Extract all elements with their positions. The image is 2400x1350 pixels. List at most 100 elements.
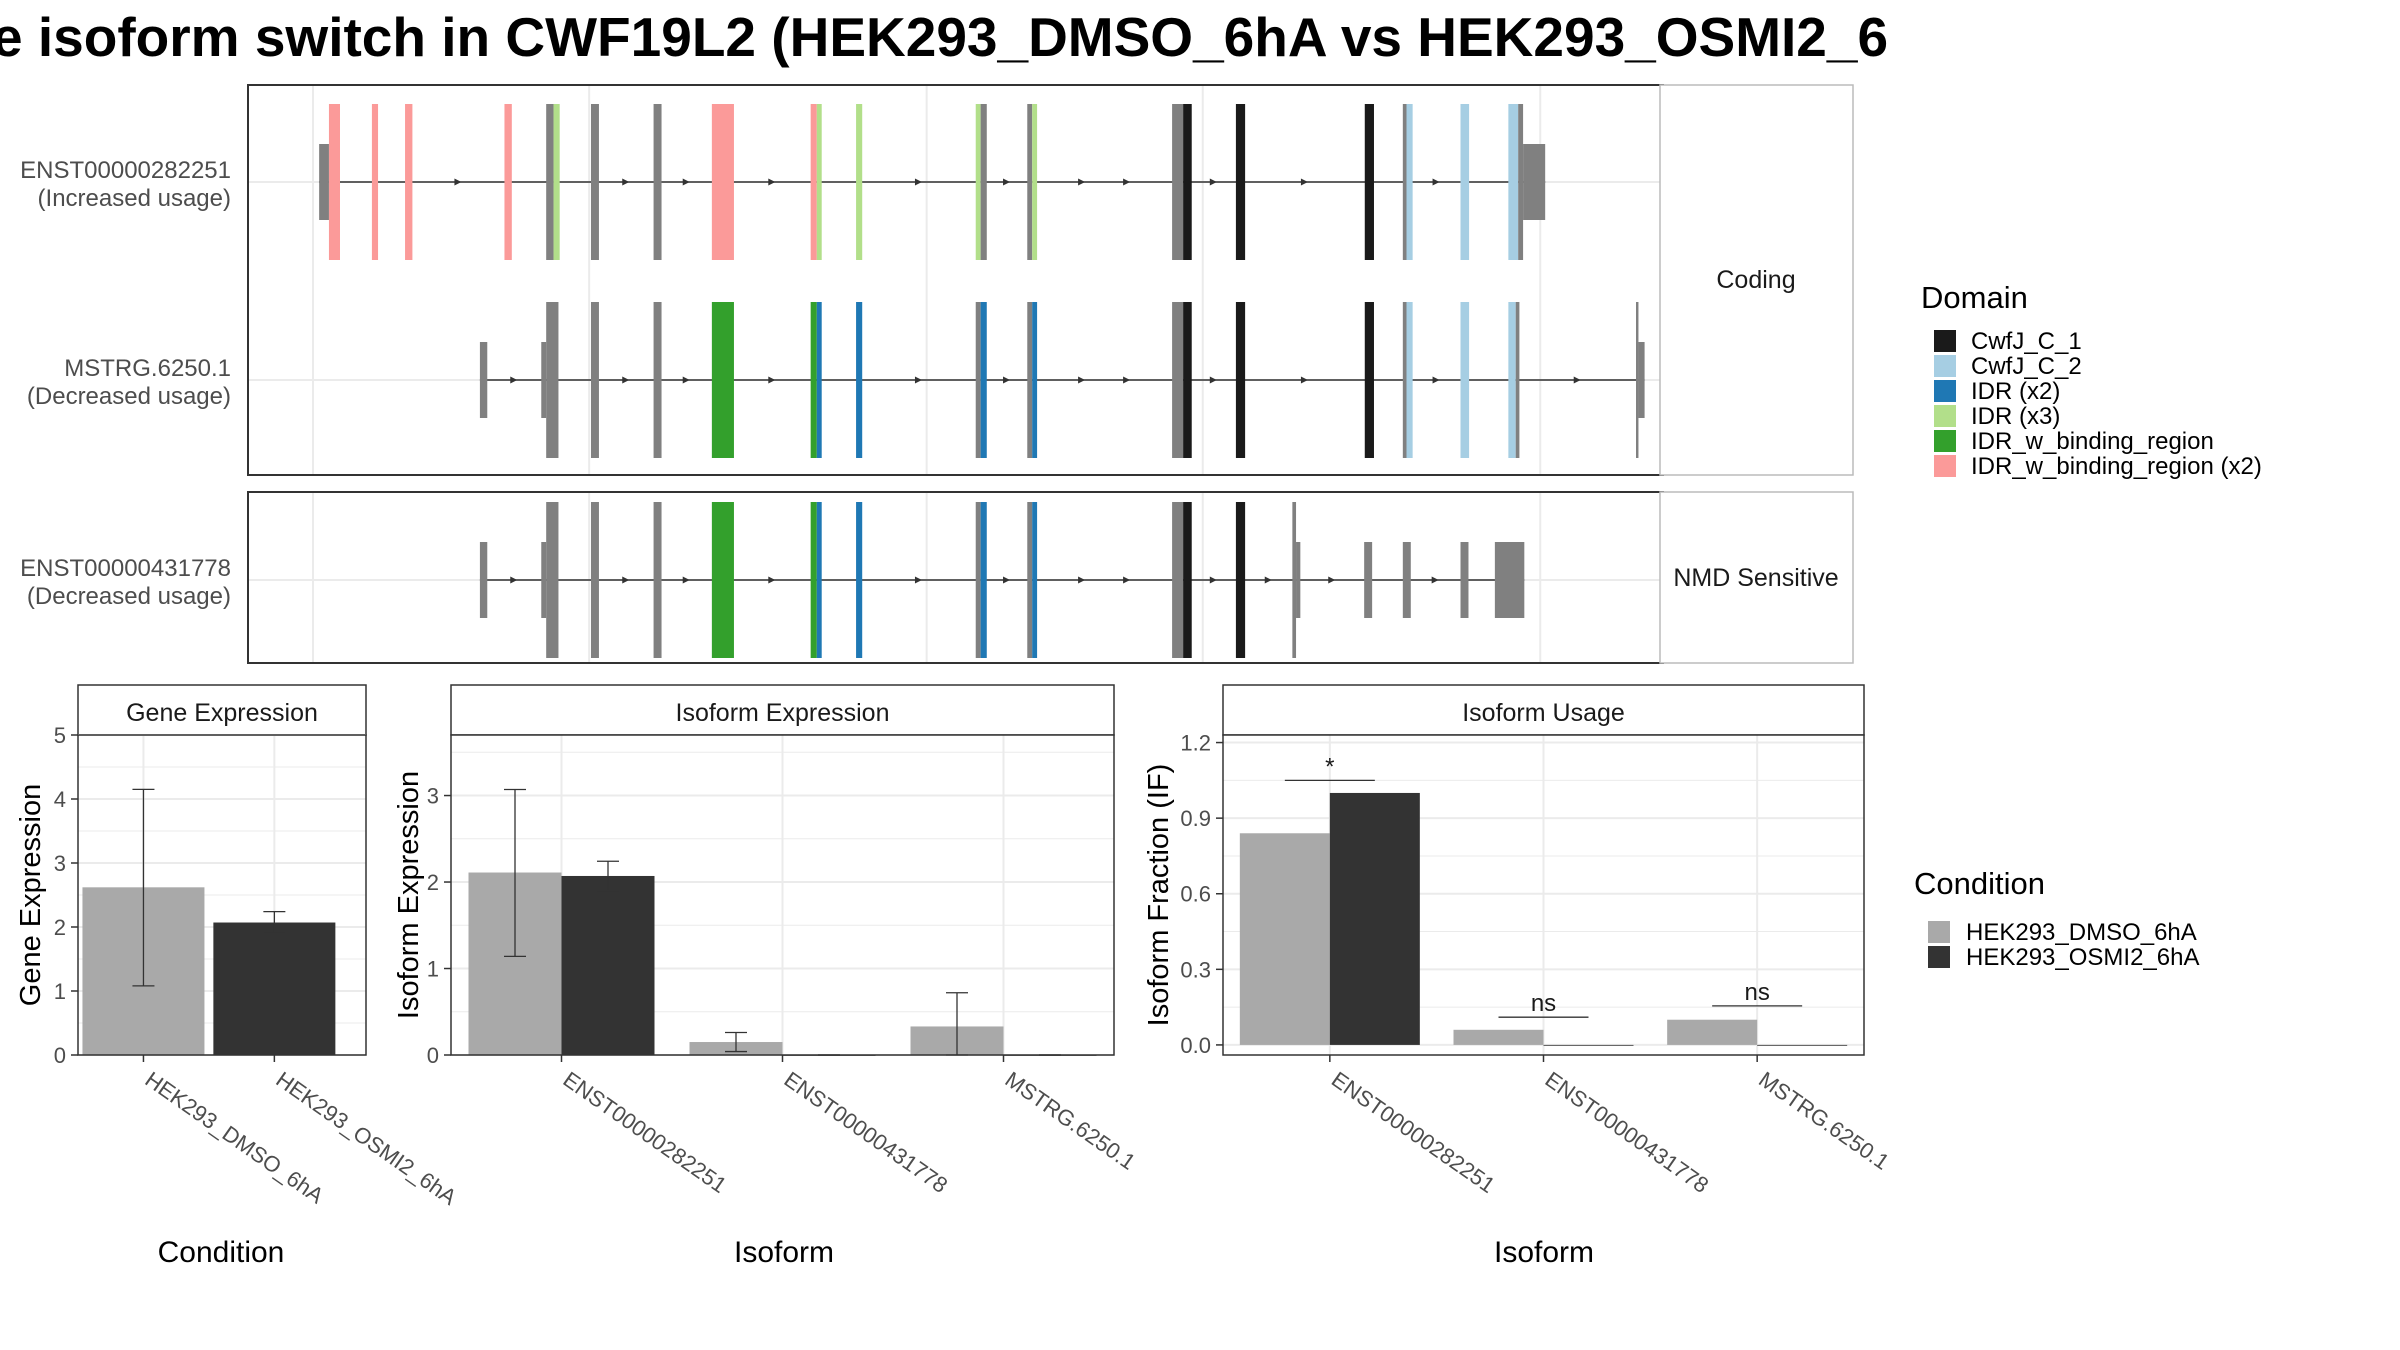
exon-domain-cwfj-c-1 — [1364, 104, 1374, 260]
exon-block — [319, 144, 329, 220]
legend-label-idr-x3: IDR (x3) — [1971, 403, 2060, 430]
exon-domain-idr-w-binding-region-x2 — [328, 104, 340, 260]
y-tick-label: 0.6 — [1180, 882, 1211, 907]
intron-direction-arrow — [1300, 178, 1308, 186]
significance-label: ns — [1531, 990, 1556, 1017]
exon-domain-idr-x2 — [1032, 302, 1038, 458]
exon-domain-idr-w-binding-region-x2 — [504, 104, 512, 260]
x-tick-label: ENST00000282251 — [559, 1067, 732, 1198]
intron-direction-arrow — [622, 178, 630, 186]
y-tick-label: 0.9 — [1180, 806, 1211, 831]
y-axis-title: Gene Expression — [15, 784, 47, 1006]
exon-block — [541, 542, 547, 618]
bar-hek293-osmi2-6ha-hek293-osmi2-6ha — [213, 922, 336, 1055]
y-tick-label: 1 — [54, 979, 66, 1004]
exon-domain-cwfj-c-2 — [1406, 302, 1413, 458]
coding-strip — [1659, 84, 1854, 476]
legend-label-hek293-dmso-6ha: HEK293_DMSO_6hA — [1966, 919, 2197, 946]
exon-domain-cwfj-c-1 — [1364, 302, 1374, 458]
exon-domain-cwfj-c-2 — [1406, 104, 1413, 260]
exon-domain-cwfj-c-1 — [1183, 104, 1192, 260]
bar-hek293-osmi2-6ha-mstrg-6250-1 — [1757, 1044, 1848, 1046]
y-tick-label: 0 — [54, 1043, 66, 1068]
intron-direction-arrow — [1209, 376, 1217, 384]
exon-domain-idr-w-binding-region-x2 — [371, 104, 379, 260]
exon-block — [1292, 502, 1297, 658]
exon-domain-idr-w-binding-region — [711, 502, 734, 658]
legend-key-cwfj-c-2 — [1934, 355, 1956, 377]
intron-direction-arrow — [1328, 576, 1336, 584]
legend-key-hek293-osmi2-6ha — [1928, 946, 1950, 968]
exon-domain-idr-w-binding-region-x2 — [810, 104, 817, 260]
chart-panel-border — [1222, 734, 1865, 1056]
intron-direction-arrow — [454, 178, 462, 186]
exon-domain-idr-x2 — [816, 502, 822, 658]
transcript-usage-label: (Decreased usage) — [27, 583, 231, 610]
condition-legend-title: Condition — [1914, 866, 2045, 901]
exon-block — [1636, 302, 1639, 458]
significance-label: ns — [1744, 979, 1769, 1006]
exon-block — [1172, 104, 1184, 260]
intron-direction-arrow — [682, 376, 690, 384]
exon-domain-idr-w-binding-region-x2 — [711, 104, 734, 260]
transcript-name-label: ENST00000431778 — [20, 555, 231, 582]
exon-block — [1515, 302, 1520, 458]
intron-direction-arrow — [1003, 178, 1011, 186]
intron-direction-arrow — [622, 576, 630, 584]
exon-domain-cwfj-c-2 — [1460, 302, 1470, 458]
exon-block — [653, 104, 662, 260]
structure-panel-bg — [248, 492, 1663, 663]
exon-block — [1172, 302, 1184, 458]
exon-block — [975, 302, 981, 458]
y-tick-label: 4 — [54, 787, 66, 812]
intron-direction-arrow — [1078, 376, 1086, 384]
exon-block — [1518, 104, 1524, 260]
legend-label-idr-w-binding-region: IDR_w_binding_region — [1971, 428, 2214, 455]
intron-direction-arrow — [1123, 178, 1131, 186]
exon-block — [653, 302, 662, 458]
exon-domain-idr-x2 — [980, 502, 987, 658]
intron-direction-arrow — [768, 576, 776, 584]
intron-direction-arrow — [682, 178, 690, 186]
nmd-strip-label: NMD Sensitive — [1673, 564, 1838, 592]
exon-block — [590, 502, 599, 658]
y-tick-label: 0.3 — [1180, 957, 1211, 982]
exon-domain-idr-x3 — [816, 104, 822, 260]
y-tick-label: 2 — [54, 915, 66, 940]
transcript-usage-label: (Decreased usage) — [27, 383, 231, 410]
intron-direction-arrow — [1573, 376, 1581, 384]
chart-panel-border — [77, 734, 367, 1056]
chart-isoform-usage: Isoform Usage 0.0 0.3 0.6 0.9 1.2 * ns ns ENST000… — [1143, 684, 1894, 1269]
exon-domain-cwfj-c-2 — [1460, 104, 1470, 260]
y-tick-label: 0 — [427, 1043, 439, 1068]
exon-domain-cwfj-c-1 — [1235, 302, 1246, 458]
exon-domain-cwfj-c-1 — [1183, 502, 1192, 658]
exon-block — [1402, 542, 1411, 618]
x-tick-label: ENST00000282251 — [1327, 1067, 1500, 1198]
intron-direction-arrow — [1209, 576, 1217, 584]
exon-block — [653, 502, 662, 658]
exon-block — [1402, 302, 1407, 458]
legend-key-hek293-dmso-6ha — [1928, 921, 1950, 943]
transcript-name-label: ENST00000282251 — [20, 157, 231, 184]
exon-domain-idr-x2 — [1032, 502, 1038, 658]
chart-strip — [77, 684, 367, 736]
intron-direction-arrow — [914, 576, 922, 584]
legend-key-idr-x3 — [1934, 405, 1956, 427]
x-axis-title: Isoform — [1494, 1236, 1594, 1269]
exon-block — [1460, 542, 1469, 618]
bar-hek293-osmi2-6ha-enst00000282251 — [1329, 792, 1420, 1045]
exon-block — [479, 542, 488, 618]
x-axis-title: Condition — [158, 1236, 285, 1269]
bar-hek293-osmi2-6ha-enst00000282251 — [561, 875, 655, 1055]
intron-direction-arrow — [1123, 576, 1131, 584]
exon-block — [541, 342, 547, 418]
exon-block — [1494, 542, 1525, 618]
legend-key-idr-w-binding-region — [1934, 430, 1956, 452]
nmd-strip — [1659, 491, 1854, 664]
exon-domain-idr-w-binding-region — [810, 302, 817, 458]
exon-block — [1172, 502, 1184, 658]
exon-block — [1638, 342, 1645, 418]
